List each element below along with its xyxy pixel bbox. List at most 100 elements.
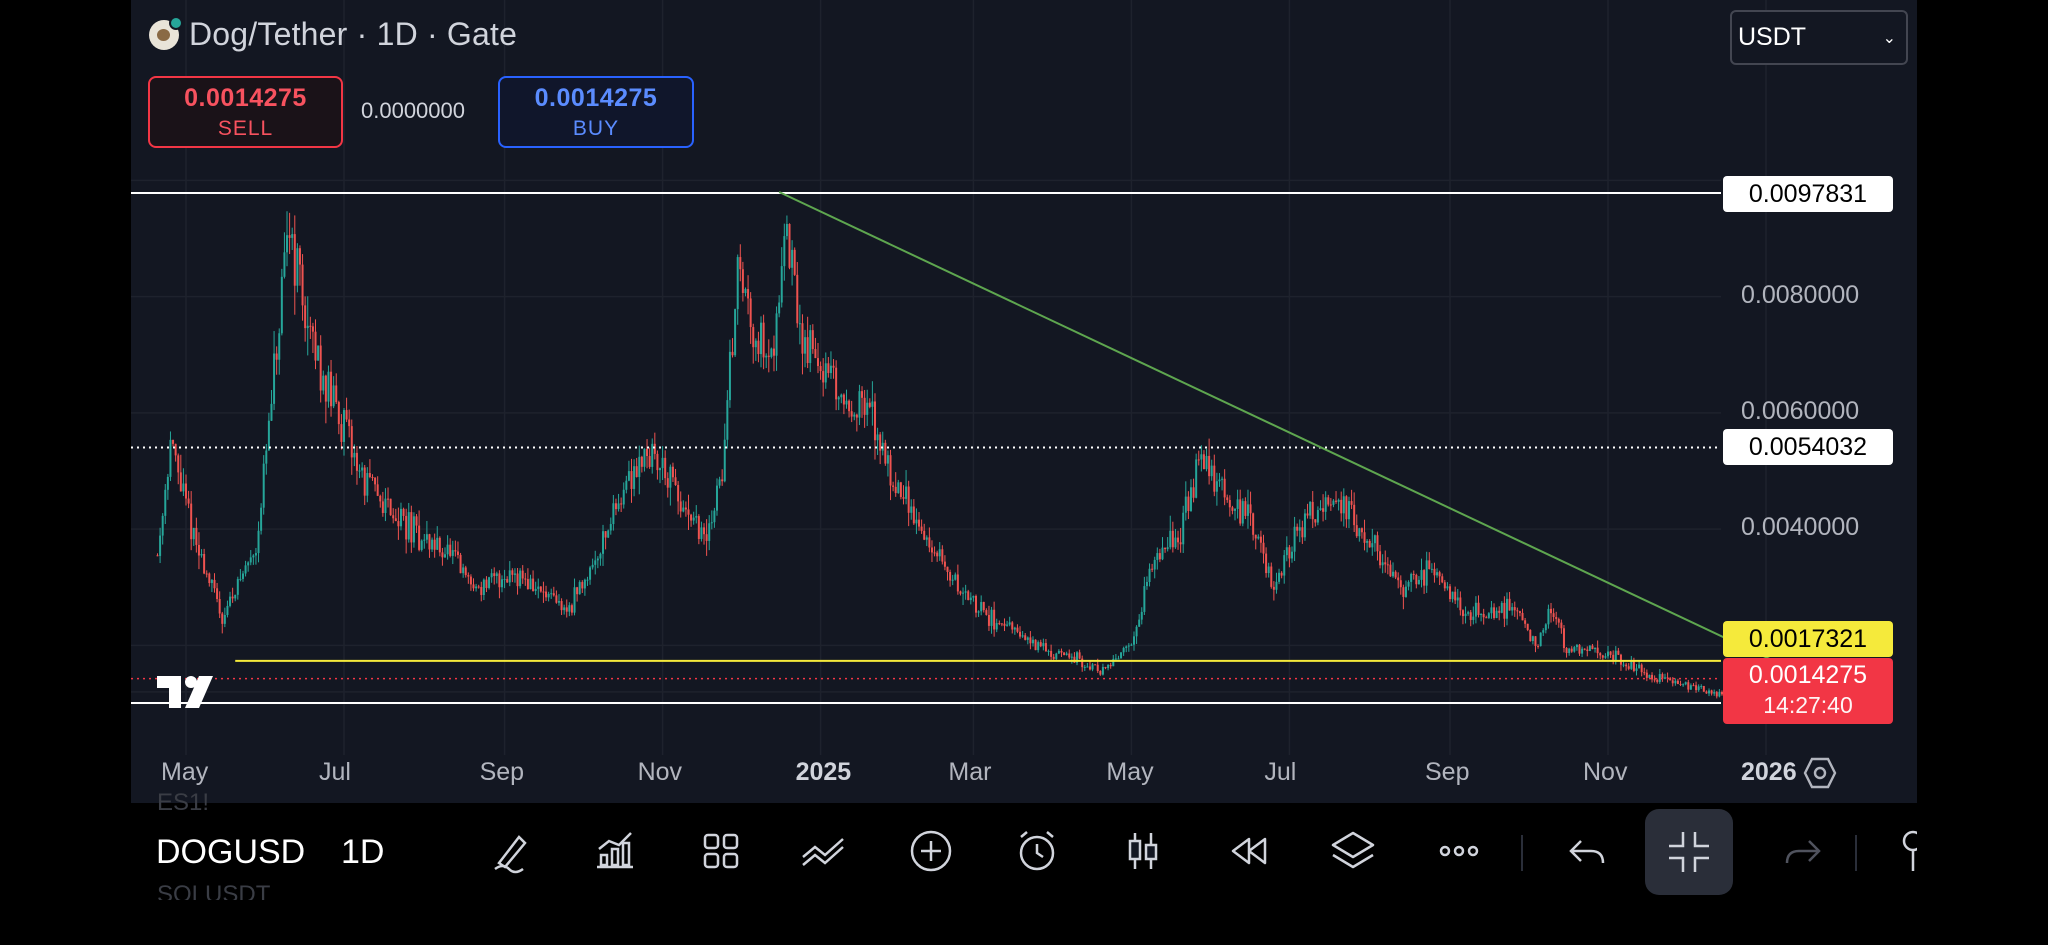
candle-body [565, 607, 568, 612]
candle [456, 541, 459, 559]
collapse-icon[interactable] [1645, 809, 1733, 895]
candle-body [156, 555, 159, 557]
candle [780, 247, 783, 308]
symbol-button[interactable]: DOGUSDT [156, 833, 306, 871]
more-icon[interactable] [1435, 827, 1483, 875]
candle-body [200, 553, 203, 556]
candle-body [741, 269, 744, 294]
candle-body [1127, 645, 1130, 647]
candle [1200, 445, 1203, 472]
candle-body [695, 516, 698, 518]
interval-button[interactable]: 1D [341, 833, 385, 871]
candle-body [1120, 652, 1123, 659]
alert-icon[interactable] [1013, 827, 1061, 875]
candle-body [539, 586, 542, 592]
buy-button[interactable]: 0.0014275 BUY [498, 76, 694, 148]
add-icon[interactable] [907, 827, 955, 875]
candle-body [1578, 644, 1581, 654]
candle [1702, 685, 1705, 693]
candle-body [508, 570, 511, 583]
candle-type-icon[interactable] [1119, 827, 1167, 875]
candle [659, 467, 661, 484]
candle [1692, 683, 1695, 687]
candle-body [990, 609, 993, 626]
candle [664, 450, 667, 486]
indicators-icon[interactable] [591, 827, 639, 875]
candle-body [1373, 535, 1376, 544]
candle [1575, 644, 1578, 651]
candle-body [752, 327, 755, 348]
candle-body [1537, 645, 1540, 647]
candle [190, 491, 193, 551]
candle-body [1617, 650, 1620, 655]
candle [1456, 588, 1459, 608]
candle-body [1335, 500, 1338, 502]
candle-body [275, 353, 278, 360]
candle [912, 499, 915, 525]
candle [218, 591, 221, 619]
candle-body [757, 340, 760, 355]
candle [573, 578, 576, 616]
candle-body [661, 457, 664, 469]
replay-icon[interactable] [1225, 827, 1273, 875]
candle [977, 610, 980, 617]
candle-body [889, 455, 892, 486]
candle-body [1037, 642, 1040, 651]
candle [226, 600, 229, 618]
last-price-badge: 0.0014275 14:27:40 [1723, 658, 1893, 724]
candle-body [1638, 664, 1641, 669]
candle [907, 480, 910, 527]
candle [1713, 689, 1716, 696]
candle [951, 574, 954, 586]
candle [863, 389, 866, 428]
candle [1303, 509, 1306, 541]
layers-icon[interactable] [1329, 827, 1377, 875]
candle [1101, 663, 1104, 676]
candle-body [1575, 644, 1578, 648]
candle-body [671, 466, 674, 478]
undo-icon[interactable] [1563, 827, 1611, 875]
candle-body [389, 498, 392, 516]
candle [871, 381, 874, 426]
candle-body [221, 613, 224, 624]
chart-canvas[interactable] [131, 0, 1917, 800]
candle [1684, 681, 1687, 686]
candle [956, 564, 959, 595]
brush-icon[interactable] [487, 827, 535, 875]
candle [1171, 521, 1174, 553]
candle-body [1210, 465, 1213, 477]
settings-icon[interactable] [1803, 756, 1837, 790]
currency-select[interactable]: USDT ⌄ [1730, 10, 1908, 65]
candle [1625, 662, 1628, 671]
redo-icon[interactable] [1779, 827, 1827, 875]
candle-body [708, 523, 711, 541]
candle-body [1526, 623, 1529, 630]
candle [197, 532, 200, 570]
candle [1469, 610, 1472, 627]
candle [322, 370, 325, 395]
candle [1319, 500, 1322, 511]
candle-body [1076, 652, 1079, 663]
templates-icon[interactable] [697, 827, 745, 875]
candle-body [1197, 459, 1200, 461]
candle [1640, 663, 1643, 677]
candle-body [254, 553, 257, 556]
sell-button[interactable]: 0.0014275 SELL [148, 76, 343, 148]
candle-body [1278, 572, 1281, 582]
candle-body [1477, 602, 1480, 615]
candle [433, 533, 436, 558]
trend-line-icon[interactable] [799, 827, 847, 875]
candle-body [192, 527, 195, 540]
candle [156, 553, 159, 557]
candle-body [190, 503, 193, 540]
candle-body [892, 485, 895, 487]
candle-body [1184, 496, 1187, 513]
candle-body [1441, 576, 1444, 583]
candle-body [1500, 602, 1503, 613]
candle [1578, 644, 1581, 656]
candle-body [1619, 654, 1622, 665]
candle [591, 558, 594, 570]
candle [1555, 611, 1558, 625]
candle [1239, 489, 1242, 526]
object-tree-icon[interactable] [1893, 827, 1917, 875]
